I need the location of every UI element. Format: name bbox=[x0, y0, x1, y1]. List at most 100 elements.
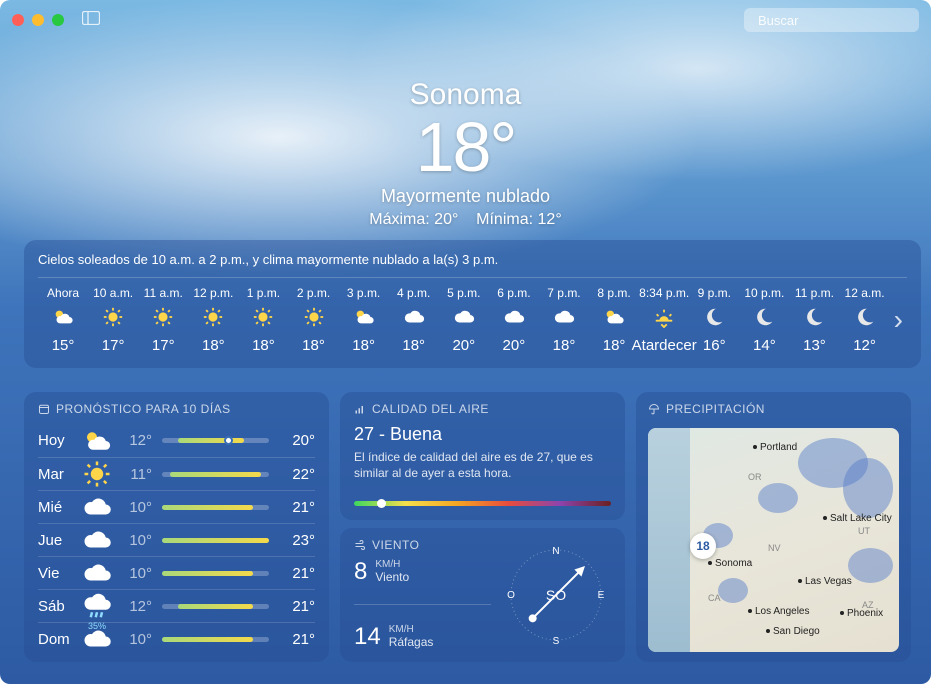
weather-icon bbox=[82, 426, 112, 456]
day-row[interactable]: Mié 10° 21° bbox=[38, 490, 315, 523]
day-row[interactable]: Vie 10° 21° bbox=[38, 556, 315, 589]
svg-text:S: S bbox=[553, 636, 560, 647]
day-row[interactable]: Hoy 12° 20° bbox=[38, 424, 315, 457]
city-label: San Diego bbox=[766, 626, 820, 637]
day-name: Vie bbox=[38, 565, 82, 582]
hour-label: 3 p.m. bbox=[347, 286, 380, 300]
search-field[interactable] bbox=[744, 8, 919, 32]
hourly-next-icon[interactable]: › bbox=[890, 304, 907, 336]
hour-item[interactable]: 11 p.m. 13° bbox=[789, 286, 839, 354]
weather-icon bbox=[82, 558, 112, 588]
hour-label: 10 a.m. bbox=[93, 286, 133, 300]
wind-gusts: 14 KM/HRáfagas bbox=[354, 623, 501, 651]
hour-label: 8 p.m. bbox=[597, 286, 630, 300]
day-name: Jue bbox=[38, 532, 82, 549]
city-label: Las Vegas bbox=[798, 576, 852, 587]
day-name: Dom bbox=[38, 631, 82, 648]
temp-range-bar bbox=[162, 604, 269, 609]
hour-label: 11 a.m. bbox=[144, 286, 183, 300]
weather-icon bbox=[82, 525, 112, 555]
hour-item[interactable]: 12 a.m. 12° bbox=[840, 286, 890, 354]
close-button[interactable] bbox=[12, 14, 24, 26]
hour-temp: 13° bbox=[803, 337, 826, 354]
hour-item[interactable]: 8:34 p.m. Atardecer bbox=[639, 286, 689, 354]
hour-item[interactable]: 12 p.m. 18° bbox=[188, 286, 238, 354]
day-row[interactable]: Mar 11° 22° bbox=[38, 457, 315, 490]
hour-item[interactable]: 4 p.m. 18° bbox=[389, 286, 439, 354]
precip-title: PRECIPITACIÓN bbox=[648, 402, 899, 416]
city-label: Sonoma bbox=[708, 558, 752, 569]
hour-item[interactable]: 10 a.m. 17° bbox=[88, 286, 138, 354]
day-row[interactable]: Sáb 35% 12° 21° bbox=[38, 589, 315, 622]
titlebar bbox=[0, 0, 931, 40]
hour-temp: 18° bbox=[603, 337, 626, 354]
calendar-icon bbox=[38, 403, 50, 415]
hour-label: 2 p.m. bbox=[297, 286, 330, 300]
hour-item[interactable]: 9 p.m. 16° bbox=[689, 286, 739, 354]
air-quality-card[interactable]: CALIDAD DEL AIRE 27 - Buena El índice de… bbox=[340, 392, 625, 520]
aqi-icon bbox=[354, 403, 366, 415]
hour-item[interactable]: Ahora 15° bbox=[38, 286, 88, 354]
day-low: 12° bbox=[112, 598, 152, 615]
weather-icon bbox=[403, 306, 425, 331]
hour-label: 8:34 p.m. bbox=[639, 286, 689, 300]
day-row[interactable]: Dom 10° 21° bbox=[38, 622, 315, 655]
hour-temp: 18° bbox=[352, 337, 375, 354]
hour-label: Ahora bbox=[47, 286, 79, 300]
hour-temp: 16° bbox=[703, 337, 726, 354]
hour-label: 12 p.m. bbox=[193, 286, 233, 300]
search-input[interactable] bbox=[758, 13, 931, 28]
hour-label: 6 p.m. bbox=[497, 286, 530, 300]
hourly-forecast-card[interactable]: Cielos soleados de 10 a.m. a 2 p.m., y c… bbox=[24, 240, 921, 368]
precipitation-map[interactable]: ORNVUTCAAZPortlandSalt Lake CitySonomaLa… bbox=[648, 428, 899, 652]
hour-label: 10 p.m. bbox=[744, 286, 784, 300]
temp-range-bar bbox=[162, 472, 269, 477]
aqi-description: El índice de calidad del aire es de 27, … bbox=[354, 449, 611, 481]
hourly-list: Ahora 15°10 a.m. 17°11 a.m. 17°12 p.m. 1… bbox=[38, 286, 907, 354]
precipitation-card[interactable]: PRECIPITACIÓN ORNVUTCAAZPortlandSalt Lak… bbox=[636, 392, 911, 662]
temp-range-bar bbox=[162, 637, 269, 642]
hour-temp: Atardecer bbox=[632, 337, 697, 354]
high-value: 20° bbox=[434, 211, 458, 228]
low-value: 12° bbox=[538, 211, 562, 228]
current-conditions: Sonoma 18° Mayormente nublado Máxima: 20… bbox=[0, 78, 931, 229]
state-label: NV bbox=[768, 543, 781, 553]
city-label: Los Angeles bbox=[748, 606, 810, 617]
sidebar-toggle-icon[interactable] bbox=[82, 11, 100, 30]
hour-label: 1 p.m. bbox=[247, 286, 280, 300]
location-pin[interactable]: 18 bbox=[690, 533, 716, 559]
hour-item[interactable]: 1 p.m. 18° bbox=[238, 286, 288, 354]
temp-range-bar bbox=[162, 438, 269, 443]
day-high: 21° bbox=[279, 631, 315, 648]
weather-icon bbox=[553, 306, 575, 331]
current-temp: 18° bbox=[0, 112, 931, 182]
hour-item[interactable]: 10 p.m. 14° bbox=[739, 286, 789, 354]
fullscreen-button[interactable] bbox=[52, 14, 64, 26]
hour-temp: 18° bbox=[302, 337, 325, 354]
hour-item[interactable]: 7 p.m. 18° bbox=[539, 286, 589, 354]
day-high: 21° bbox=[279, 565, 315, 582]
minimize-button[interactable] bbox=[32, 14, 44, 26]
day-low: 10° bbox=[112, 532, 152, 549]
state-label: CA bbox=[708, 593, 721, 603]
hour-item[interactable]: 6 p.m. 20° bbox=[489, 286, 539, 354]
hour-label: 5 p.m. bbox=[447, 286, 480, 300]
rain-blob bbox=[718, 578, 748, 603]
day-high: 21° bbox=[279, 499, 315, 516]
day-row[interactable]: Jue 10° 23° bbox=[38, 523, 315, 556]
tenday-forecast-card[interactable]: PRONÓSTICO PARA 10 DÍAS Hoy 12° 20°Mar 1… bbox=[24, 392, 329, 662]
day-name: Sáb bbox=[38, 598, 82, 615]
svg-text:O: O bbox=[507, 590, 515, 601]
hour-item[interactable]: 3 p.m. 18° bbox=[339, 286, 389, 354]
weather-icon bbox=[82, 624, 112, 654]
day-low: 10° bbox=[112, 499, 152, 516]
temp-range-bar bbox=[162, 538, 269, 543]
wind-card[interactable]: VIENTO 8 KM/HViento 14 KM/HRáfagas N S E… bbox=[340, 528, 625, 662]
wind-compass: N S E O SO bbox=[501, 540, 611, 650]
weather-icon bbox=[503, 306, 525, 331]
hour-item[interactable]: 11 a.m. 17° bbox=[138, 286, 188, 354]
weather-icon bbox=[854, 306, 876, 331]
hour-item[interactable]: 5 p.m. 20° bbox=[439, 286, 489, 354]
hour-label: 7 p.m. bbox=[547, 286, 580, 300]
hour-item[interactable]: 2 p.m. 18° bbox=[288, 286, 338, 354]
